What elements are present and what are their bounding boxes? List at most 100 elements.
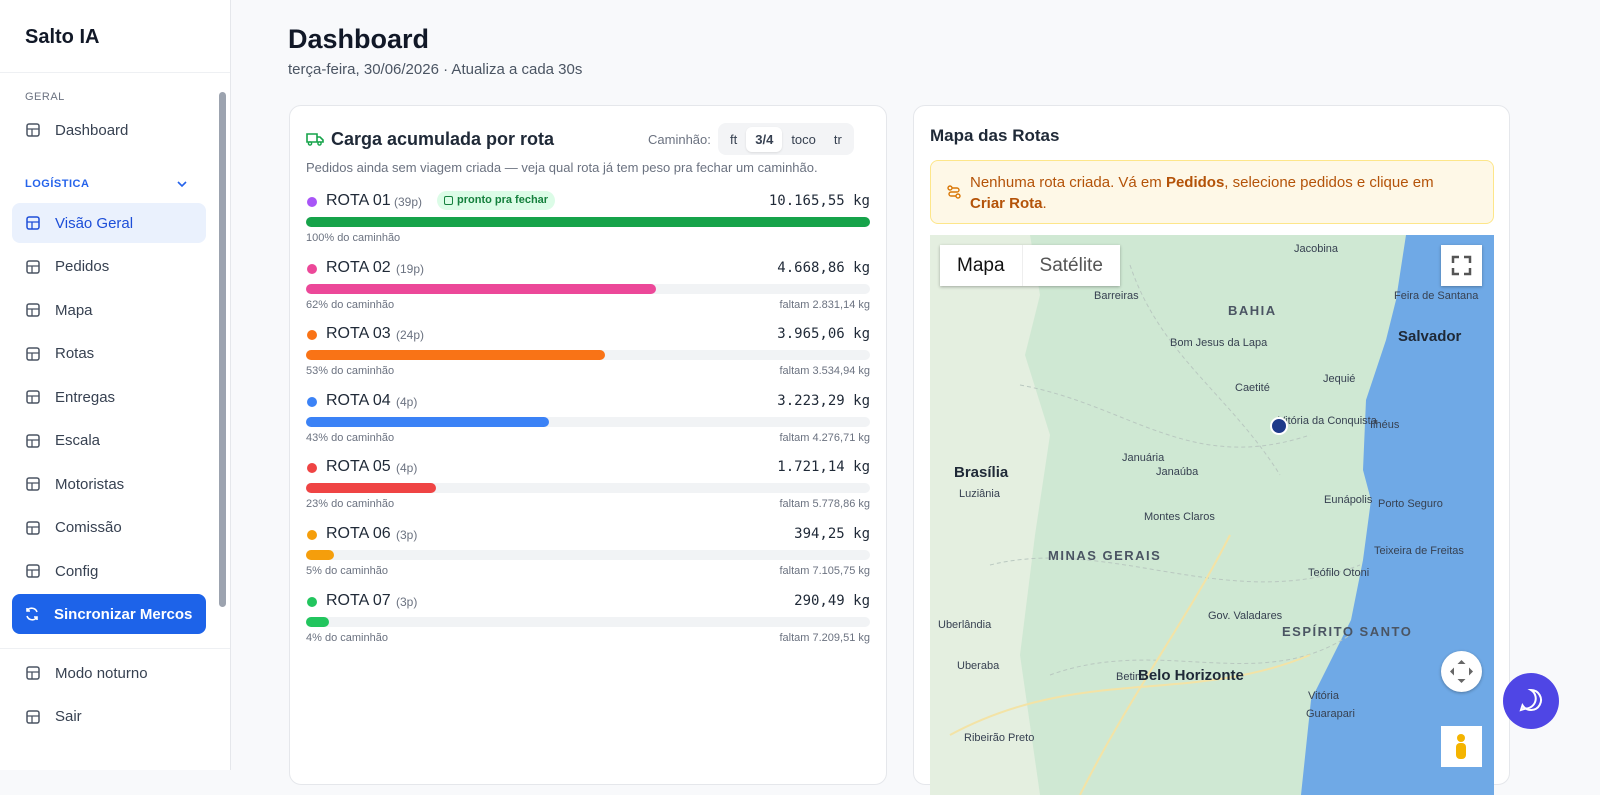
progress-bar <box>306 283 656 294</box>
remaining-label: faltam 2.831,14 kg <box>779 298 870 311</box>
percent-label: 62% do caminhão <box>306 298 395 311</box>
map-label: Barreiras <box>1094 290 1139 302</box>
remaining-label: faltam 7.209,51 kg <box>779 631 870 644</box>
route-name: ROTA 04 <box>326 391 391 409</box>
divider <box>0 72 230 73</box>
badge-label: pronto pra fechar <box>457 194 549 206</box>
nav-item[interactable]: Visão Geral <box>12 203 206 243</box>
map-label: Vitória da Conquista <box>1278 415 1377 427</box>
route-name: ROTA 03 <box>326 325 391 343</box>
map-label: Januária <box>1122 452 1165 464</box>
nav-item[interactable]: Dashboard <box>12 110 206 150</box>
map-label: MINAS GERAIS <box>1048 548 1162 563</box>
route-orders: (4p) <box>396 394 418 409</box>
map-label: Salvador <box>1398 328 1462 345</box>
nav-item[interactable]: Comissão <box>12 508 206 548</box>
map-label: Jequié <box>1323 373 1356 385</box>
nav-item[interactable]: Modo noturno <box>12 653 206 693</box>
map-label: Uberaba <box>957 660 1000 672</box>
nav-label: Visão Geral <box>55 214 134 232</box>
map-label: ESPÍRITO SANTO <box>1282 624 1413 639</box>
route-weight: 394,25 kg <box>794 526 870 542</box>
map-label: Guarapari <box>1306 708 1355 720</box>
percent-label: 23% do caminhão <box>306 498 395 511</box>
truck-option[interactable]: ft <box>730 131 738 147</box>
remaining-label: faltam 3.534,94 kg <box>779 365 870 378</box>
route-name: ROTA 02 <box>326 258 391 276</box>
route-orders: (24p) <box>396 328 425 343</box>
nav-item[interactable]: Entregas <box>12 377 206 417</box>
icon <box>26 346 40 361</box>
pegman[interactable] <box>1441 726 1482 767</box>
map[interactable]: Mapa Satélite Jacobina BAHIA Barreiras Feir… <box>930 235 1494 795</box>
divider <box>0 648 230 649</box>
remaining-label: faltam 5.778,86 kg <box>779 498 870 511</box>
map-label: Ilhéus <box>1370 419 1400 431</box>
sync-label: Sincronizar Mercos <box>54 605 193 623</box>
nav-item[interactable]: Pedidos <box>12 247 206 287</box>
collapse-toggle[interactable] <box>176 177 188 195</box>
progress-bar <box>306 550 335 560</box>
icon <box>26 564 40 578</box>
map-marker[interactable] <box>1270 417 1288 435</box>
progress-track <box>306 416 870 427</box>
roads <box>949 534 1311 795</box>
route-weight: 10.165,55 kg <box>768 193 870 209</box>
map-label: Betim <box>1116 671 1145 683</box>
truck-option[interactable]: tr <box>833 131 842 147</box>
map-label: Brasília <box>954 464 1009 481</box>
map-label: Vitória <box>1308 690 1339 702</box>
brand: Salto IA <box>25 26 100 48</box>
map-label: Teixeira de Freitas <box>1374 545 1464 557</box>
nav-item[interactable]: Rotas <box>12 334 206 374</box>
route-weight: 290,49 kg <box>794 592 870 609</box>
card-title: Carga acumulada por rota <box>331 129 555 149</box>
route-name: ROTA 01 <box>326 192 391 209</box>
chat-button[interactable] <box>1503 673 1559 729</box>
remaining-label: faltam 4.276,71 kg <box>779 431 870 444</box>
icon <box>1451 255 1472 276</box>
map-label: Uberlândia <box>938 619 992 631</box>
nav-label: Entregas <box>55 388 116 406</box>
load-card: Carga acumulada por rota Caminhão: ft 3/4… <box>289 105 887 785</box>
notice-link: Criar Rota <box>970 195 1043 212</box>
percent-label: 5% do caminhão <box>306 565 388 577</box>
percent-label: 53% do caminhão <box>306 365 395 378</box>
nav-label: Escala <box>55 432 101 449</box>
nav-item[interactable]: Mapa <box>12 290 206 330</box>
map-label: Belo Horizonte <box>1138 667 1244 684</box>
notice-link: Pedidos <box>1165 174 1225 191</box>
route-dot <box>307 263 317 274</box>
ocean <box>1301 235 1494 795</box>
truck-option[interactable]: 3/4 <box>746 126 783 152</box>
map-type[interactable]: Satélite <box>1021 245 1120 286</box>
map-label: Bom Jesus da Lapa <box>1170 337 1268 349</box>
map-type[interactable]: Mapa <box>957 255 1005 276</box>
route-weight: 3.965,06 kg <box>777 326 870 343</box>
truck-option[interactable]: toco <box>791 131 816 147</box>
sync-button[interactable]: Sincronizar Mercos <box>12 594 206 634</box>
map-base <box>930 235 1494 795</box>
route-dot <box>307 596 317 607</box>
route-dot <box>307 396 317 407</box>
camera-control[interactable] <box>1441 651 1482 692</box>
nav-item[interactable]: Motoristas <box>12 464 206 504</box>
route-orders: (3p) <box>396 528 418 542</box>
progress-bar <box>306 217 870 227</box>
nav-label: Pedidos <box>55 258 110 275</box>
route-orders: (4p) <box>396 461 418 476</box>
remaining-label: faltam 7.105,75 kg <box>779 565 870 577</box>
map-label: Porto Seguro <box>1378 498 1443 510</box>
truck-icon <box>306 133 324 146</box>
map-label: Jacobina <box>1294 243 1339 255</box>
sidebar: Salto IA Sincronizar Mercos GERAL Dashboa… <box>0 0 231 770</box>
nav-item[interactable]: Escala <box>12 421 206 461</box>
nav-item[interactable]: Config <box>12 551 206 591</box>
route-dot <box>307 197 317 207</box>
card-description: Pedidos ainda sem viagem criada — veja q… <box>306 160 818 175</box>
route-dot <box>307 330 317 341</box>
fullscreen-button[interactable] <box>1441 245 1482 286</box>
map-label: Gov. Valadares <box>1208 610 1283 622</box>
nav-label: Rotas <box>55 345 95 362</box>
nav-item[interactable]: Sair <box>12 697 206 737</box>
